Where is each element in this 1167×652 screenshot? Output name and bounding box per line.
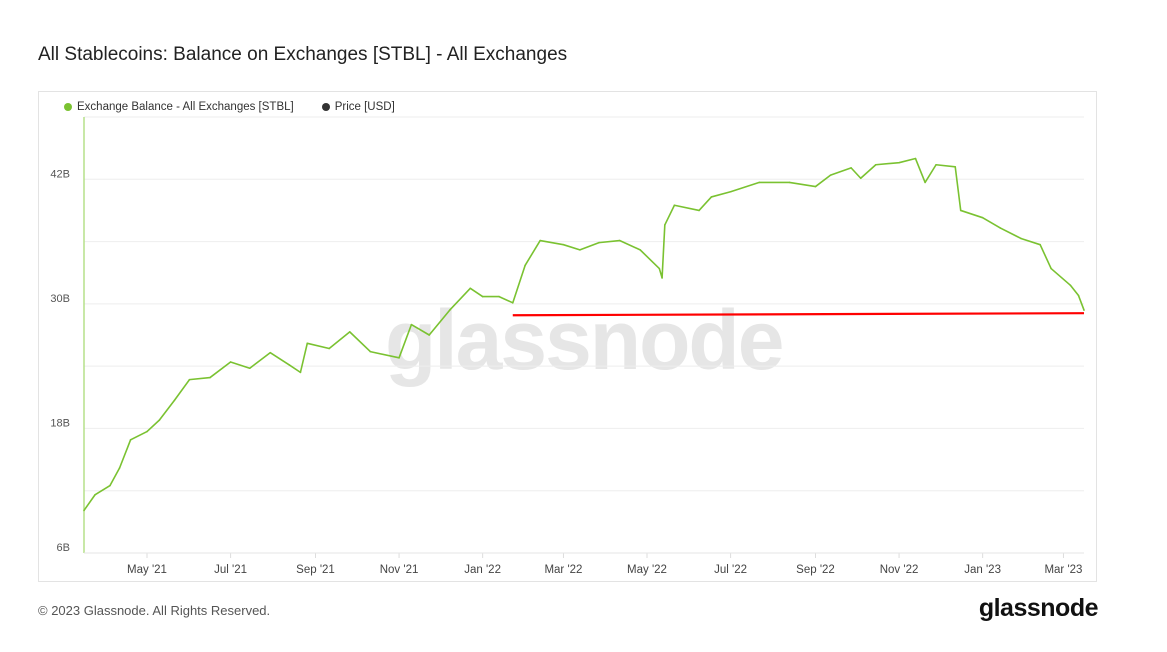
data-point [1039,243,1041,246]
data-point [109,484,111,487]
x-tick-label: Mar '22 [544,564,582,576]
legend-item-price[interactable]: Price [USD] [321,101,395,113]
data-point [188,378,191,381]
x-tick-label: Sep '22 [796,564,835,576]
data-point [914,157,917,160]
y-tick-label: 30B [50,293,70,305]
data-point [729,190,732,193]
data-point [788,181,791,184]
legend-label: Price [USD] [334,101,395,113]
chart-title: All Stablecoins: Balance on Exchanges [S… [38,44,568,65]
legend-item-exchange-balance[interactable]: Exchange Balance - All Exchanges [STBL] [64,101,294,113]
data-point [658,267,661,270]
chart-frame [38,91,1097,582]
data-point [146,430,148,433]
data-point [173,399,176,402]
data-point [288,364,291,366]
data-point [328,347,331,350]
data-point [410,323,413,326]
data-point [898,161,900,164]
data-point [469,287,472,290]
data-point [874,163,877,166]
data-point [511,302,514,304]
y-tick-label: 42B [50,168,70,180]
data-point [229,361,232,363]
data-point [673,204,676,207]
data-point [94,494,96,496]
data-point [299,371,302,374]
data-point [698,209,700,212]
data-point [639,249,641,251]
glassnode-logo: glassnode [978,594,1099,622]
y-tick-label: 6B [57,542,70,554]
data-point [348,331,351,333]
data-point [129,439,132,441]
data-point [954,166,957,168]
x-tick-label: Nov '21 [380,564,419,576]
data-point [829,174,832,176]
data-point [618,239,621,242]
data-point [481,295,484,298]
data-point [935,163,937,166]
legend-dot-icon [321,103,330,111]
data-point [1077,294,1080,297]
x-tick-label: May '22 [627,564,667,576]
data-point [428,334,431,336]
data-point [248,367,251,370]
data-point [710,196,713,198]
data-point [664,224,666,226]
data-point [1020,237,1022,240]
data-point [306,342,309,345]
data-point [598,241,600,244]
legend-label: Exchange Balance - All Exchanges [STBL] [77,101,294,113]
data-point [118,467,121,469]
data-point [999,227,1002,229]
data-point [562,243,565,246]
data-point [158,419,161,421]
x-tick-label: May '21 [127,564,167,576]
legend: Exchange Balance - All Exchanges [STBL] … [64,101,395,113]
x-tick-label: Jan '23 [964,564,1001,576]
data-point [814,185,817,188]
data-point [524,264,526,267]
data-point [981,216,984,219]
data-point [539,239,541,242]
data-point [850,167,852,169]
data-point [498,295,500,298]
data-point [758,181,761,184]
data-point [959,209,962,212]
data-point [1083,309,1085,311]
x-tick-label: Sep '21 [296,564,335,576]
red-annotation-line [512,312,1085,317]
data-point [369,350,372,353]
x-tick-label: Jul '21 [214,564,247,576]
data-point [83,509,85,512]
data-point [209,376,211,379]
data-point [859,177,862,180]
x-tick-label: Jul '22 [714,564,747,576]
data-point [661,277,663,279]
x-tick-label: Jan '22 [464,564,501,576]
exchange-balance-line [83,157,1085,511]
data-point [579,249,581,251]
copyright: © 2023 Glassnode. All Rights Reserved. [38,603,271,618]
data-point [1069,284,1072,286]
data-point [1050,267,1052,270]
data-point [398,357,400,359]
x-tick-label: Nov '22 [880,564,919,576]
data-point [924,181,926,184]
x-tick-label: Mar '23 [1044,564,1082,576]
y-tick-label: 18B [50,417,70,429]
data-point [269,351,272,354]
data-point [448,309,451,311]
legend-dot-icon [64,103,72,111]
